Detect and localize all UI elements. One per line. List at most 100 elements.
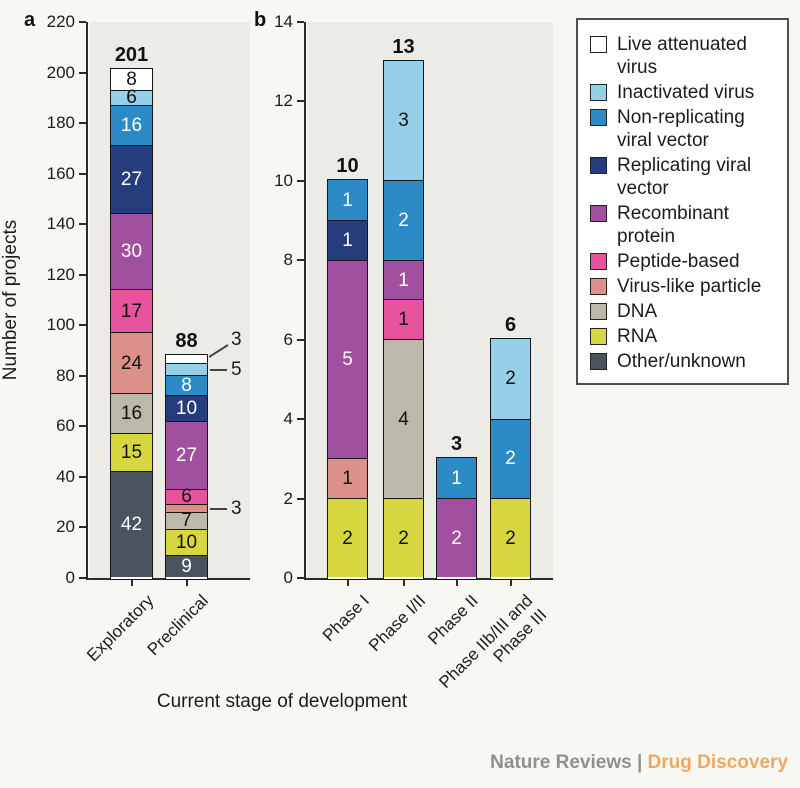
y-tick-a <box>79 425 86 428</box>
bar-segment-other-unknown-preclinical: 9 <box>166 554 207 578</box>
callout-label-virus-like-particle: 3 <box>231 497 242 519</box>
y-tick-b <box>297 577 304 579</box>
legend-label: Non-replicating viral vector <box>617 107 745 151</box>
segment-value: 27 <box>120 169 143 191</box>
y-tick-label-a: 220 <box>46 12 75 31</box>
y-tick-a <box>79 324 86 327</box>
y-tick-label-b: 8 <box>283 250 293 270</box>
callout-line-live-attenuated-virus <box>209 343 229 359</box>
bar-segment-other-unknown-exploratory: 42 <box>111 471 152 578</box>
bar-segment-replicating-viral-vector-phase-i: 1 <box>328 219 367 260</box>
bar-segment-recombinant-protein-phase-i-ii: 1 <box>384 259 423 300</box>
panel-b-label: b <box>254 9 267 31</box>
legend-label: DNA <box>617 301 658 322</box>
legend-swatch-recombinant-protein <box>590 205 607 222</box>
segment-value: 2 <box>342 527 353 549</box>
segment-value: 30 <box>120 241 143 263</box>
bar-segment-peptide-based-phase-i-ii: 1 <box>384 299 423 340</box>
segment-value: 1 <box>342 229 353 251</box>
bar-total-preclinical: 88 <box>175 330 198 352</box>
bar-segment-dna-preclinical: 7 <box>166 510 207 532</box>
legend-item-rna: RNA <box>590 325 777 348</box>
legend-item-other-unknown: Other/unknown <box>590 350 777 373</box>
y-tick-b <box>297 497 304 500</box>
y-tick-label-a: 100 <box>46 315 75 335</box>
bar-segment-non-replicating-viral-vector-phase-ii: 1 <box>437 458 476 498</box>
footer-separator: | <box>631 752 648 773</box>
journal-footer: Nature Reviews | Drug Discovery <box>490 752 788 774</box>
bar-segment-non-replicating-viral-vector-phase-i: 1 <box>328 180 367 220</box>
y-tick-a <box>79 172 86 175</box>
legend-swatch-live-attenuated-virus <box>590 36 607 53</box>
bar-phase-iib-iii-and-phase-iii: 2 2 2 <box>490 338 531 580</box>
callout-label-live-attenuated-virus: 3 <box>231 329 242 351</box>
bar-segment-rna-phase-i-ii: 2 <box>384 497 423 578</box>
legend-item-live-attenuated-virus: Live attenuated virus <box>590 33 777 79</box>
y-tick-label-a: 80 <box>56 365 75 385</box>
y-tick-b <box>297 100 304 103</box>
y-tick-label-a: 60 <box>56 416 75 436</box>
y-tick-label-b: 14 <box>274 12 293 31</box>
x-tick-phase-iib-iii-and-phase-iii <box>509 580 512 586</box>
segment-value: 6 <box>126 87 137 109</box>
legend-swatch-rna <box>590 328 607 345</box>
y-tick-label-a: 180 <box>46 113 75 133</box>
bar-phase-i-ii: 3 2 1 1 4 2 <box>383 60 424 580</box>
bar-segment-peptide-based-exploratory: 17 <box>111 289 152 333</box>
y-tick-label-a: 120 <box>46 264 75 284</box>
segment-value: 5 <box>342 348 353 370</box>
bar-segment-non-replicating-viral-vector-exploratory: 16 <box>111 104 152 146</box>
segment-value: 8 <box>181 375 192 397</box>
x-category-label-exploratory: Exploratory <box>82 591 157 666</box>
y-tick-a <box>79 577 86 579</box>
x-category-label-phase-i: Phase I <box>318 591 373 646</box>
bar-segment-replicating-viral-vector-preclinical: 10 <box>166 395 207 421</box>
x-tick-phase-ii <box>455 580 458 586</box>
bar-segment-inactivated-virus-phase-i-ii: 3 <box>384 61 423 181</box>
bar-segment-virus-like-particle-exploratory: 24 <box>111 332 152 393</box>
bar-segment-recombinant-protein-preclinical: 27 <box>166 420 207 489</box>
y-axis-a <box>86 22 88 580</box>
bar-segment-rna-exploratory: 15 <box>111 433 152 472</box>
segment-value: 16 <box>120 403 143 425</box>
segment-value: 1 <box>342 189 353 211</box>
y-tick-label-b: 6 <box>283 329 293 349</box>
legend-swatch-non-replicating-viral-vector <box>590 109 607 126</box>
bar-total-phase-i-ii: 13 <box>392 36 415 59</box>
bar-segment-peptide-based-preclinical: 6 <box>166 487 207 506</box>
bar-exploratory: 8 6 16 27 30 17 24 16 15 42 <box>110 68 153 580</box>
y-tick-a <box>79 71 86 74</box>
legend-label: Other/unknown <box>617 351 746 372</box>
bar-total-exploratory: 201 <box>114 44 149 67</box>
segment-value: 8 <box>126 69 137 90</box>
legend-label: Replicating viral vector <box>617 155 752 199</box>
segment-value: 42 <box>120 514 143 536</box>
segment-value: 7 <box>181 510 192 532</box>
y-tick-b <box>297 259 304 262</box>
legend-item-replicating-viral-vector: Replicating viral vector <box>590 154 777 200</box>
legend-swatch-virus-like-particle <box>590 278 607 295</box>
bar-segment-inactivated-virus-phase-iib-iii-and-phase-iii: 2 <box>491 339 530 419</box>
bar-segment-live-attenuated-virus-preclinical <box>166 355 207 363</box>
segment-value: 9 <box>181 555 192 577</box>
bar-segment-recombinant-protein-phase-ii: 2 <box>437 497 476 578</box>
segment-value: 24 <box>120 352 143 374</box>
segment-value: 2 <box>451 527 462 549</box>
x-category-label-phase-i-ii: Phase I/II <box>364 591 429 656</box>
y-axis-b <box>304 22 306 580</box>
bar-preclinical: 8 10 27 6 7 10 9 <box>165 354 208 580</box>
y-tick-a <box>79 526 86 529</box>
segment-value: 1 <box>342 468 353 490</box>
journal-name: Nature Reviews <box>490 752 632 773</box>
y-tick-a <box>79 475 86 478</box>
y-tick-label-a: 140 <box>46 214 75 234</box>
y-tick-label-a: 20 <box>56 517 75 537</box>
legend-label: Peptide-based <box>617 251 740 272</box>
legend-item-non-replicating-viral-vector: Non-replicating viral vector <box>590 106 777 152</box>
y-tick-label-b: 0 <box>283 568 293 587</box>
segment-value: 2 <box>398 527 409 549</box>
bar-segment-recombinant-protein-phase-i: 5 <box>328 259 367 459</box>
bar-segment-non-replicating-viral-vector-phase-i-ii: 2 <box>384 180 423 260</box>
segment-value: 10 <box>175 531 198 553</box>
legend-item-inactivated-virus: Inactivated virus <box>590 81 777 104</box>
